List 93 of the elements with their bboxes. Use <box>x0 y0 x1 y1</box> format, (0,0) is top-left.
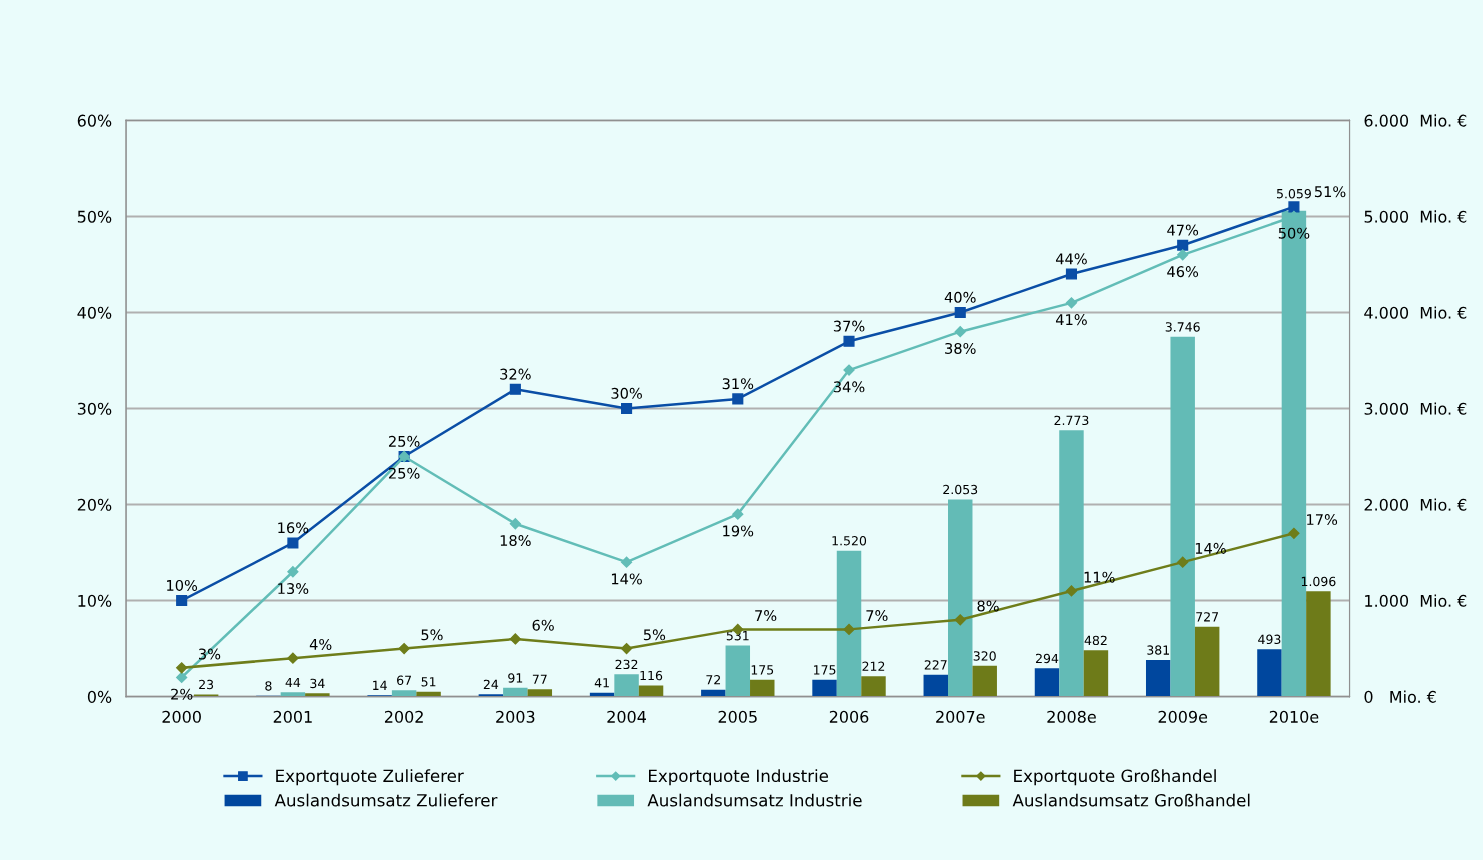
data-label: 175 <box>751 665 774 675</box>
data-label: 31% <box>722 378 754 390</box>
y2-tick-label: 0 Mio. € <box>1364 690 1436 703</box>
data-label: 727 <box>1196 612 1219 622</box>
data-label: 381 <box>1147 645 1169 655</box>
y-tick-label: 60% <box>77 114 112 127</box>
data-label: 32% <box>500 368 531 380</box>
data-label: 4% <box>309 638 332 650</box>
data-label: 5% <box>643 629 666 641</box>
data-label: 212 <box>862 661 885 671</box>
legend-label: Exportquote Industrie <box>649 769 829 786</box>
data-label: 232 <box>615 659 638 670</box>
data-label: 34 <box>310 678 325 689</box>
data-label: 41 <box>594 678 609 688</box>
x-tick-label: 2003 <box>496 710 535 723</box>
data-label: 3.746 <box>1165 322 1200 332</box>
data-label: 5% <box>421 629 443 641</box>
x-tick-label: 2002 <box>384 710 423 723</box>
y2-tick-label: 6.000 Mio. € <box>1364 114 1467 127</box>
data-label: 17% <box>1307 514 1338 526</box>
data-label: 294 <box>1035 653 1059 664</box>
x-tick-label: 2007e <box>936 710 985 723</box>
data-label: 30% <box>611 387 642 399</box>
data-label: 14% <box>1195 542 1226 554</box>
data-label: 40% <box>944 291 976 303</box>
data-label: 91 <box>508 673 523 683</box>
data-label: 320 <box>973 651 996 661</box>
data-label: 25% <box>388 435 420 447</box>
data-label: 6% <box>532 619 554 631</box>
data-label: 24 <box>483 679 499 689</box>
y-tick-label: 40% <box>77 306 112 319</box>
data-label: 116 <box>640 670 663 681</box>
data-label: 482 <box>1084 635 1107 646</box>
data-label: 37% <box>833 320 865 332</box>
data-label: 10% <box>167 579 198 591</box>
data-label: 5.059 <box>1276 188 1311 199</box>
data-label: 44 <box>285 677 301 687</box>
data-label: 46% <box>1167 266 1199 278</box>
data-label: 19% <box>723 525 754 537</box>
data-label: 3% <box>198 648 221 660</box>
data-label: 14 <box>373 680 387 690</box>
legend-label: Auslandsumsatz Zulieferer <box>274 793 498 807</box>
data-label: 77 <box>532 674 547 684</box>
data-label: 2.053 <box>943 484 978 495</box>
data-label: 8% <box>977 600 999 612</box>
y2-tick-label: 5.000 Mio. € <box>1364 210 1467 223</box>
x-tick-label: 2009e <box>1158 710 1208 723</box>
y-tick-label: 50% <box>77 210 112 223</box>
data-label: 2% <box>171 688 193 700</box>
data-label: 34% <box>833 381 865 393</box>
data-label: 47% <box>1167 224 1199 236</box>
legend-label: Exportquote Großhandel <box>1014 769 1216 786</box>
y-tick-label: 0% <box>87 690 112 703</box>
x-tick-label: 2000 <box>162 710 201 723</box>
y-tick-label: 10% <box>78 594 112 607</box>
x-tick-label: 2010e <box>1269 710 1319 723</box>
data-label: 44% <box>1055 253 1087 265</box>
y2-tick-label: 3.000 Mio. € <box>1364 402 1467 415</box>
data-label: 38% <box>945 342 976 354</box>
data-label: 41% <box>1055 314 1087 326</box>
data-label: 2.773 <box>1054 415 1089 426</box>
data-label: 67 <box>397 675 411 685</box>
x-tick-label: 2001 <box>273 710 312 723</box>
data-label: 11% <box>1084 571 1115 583</box>
data-label: 8 <box>265 681 272 691</box>
data-label: 18% <box>500 535 531 547</box>
data-label: 1.520 <box>832 535 867 546</box>
data-label: 14% <box>611 573 642 585</box>
data-label: 51 <box>421 677 436 687</box>
data-label: 13% <box>278 583 309 595</box>
x-tick-label: 2004 <box>607 710 646 723</box>
data-label: 175 <box>813 665 836 675</box>
data-label: 227 <box>924 660 947 670</box>
data-label: 7% <box>866 610 888 622</box>
data-label: 25% <box>388 467 420 479</box>
x-tick-label: 2008e <box>1047 710 1096 723</box>
data-label: 72 <box>706 675 721 685</box>
data-label: 493 <box>1258 634 1281 645</box>
x-tick-label: 2005 <box>718 710 757 723</box>
y2-tick-label: 4.000 Mio. € <box>1364 306 1467 319</box>
x-tick-label: 2006 <box>829 710 869 723</box>
y-tick-label: 30% <box>77 402 112 415</box>
data-label: 51% <box>1314 186 1346 198</box>
y2-tick-label: 2.000 Mio. € <box>1364 498 1467 511</box>
legend-label: Auslandsumsatz Industrie <box>647 793 862 807</box>
y-tick-label: 20% <box>77 498 112 511</box>
legend-label: Exportquote Zulieferer <box>276 769 464 786</box>
data-label: 16% <box>278 522 309 534</box>
data-label: 7% <box>755 610 777 622</box>
data-label: 1.096 <box>1301 576 1336 587</box>
legend-label: Auslandsumsatz Großhandel <box>1012 793 1250 807</box>
data-label: 23 <box>199 679 214 690</box>
y2-tick-label: 1.000 Mio. € <box>1365 594 1467 607</box>
